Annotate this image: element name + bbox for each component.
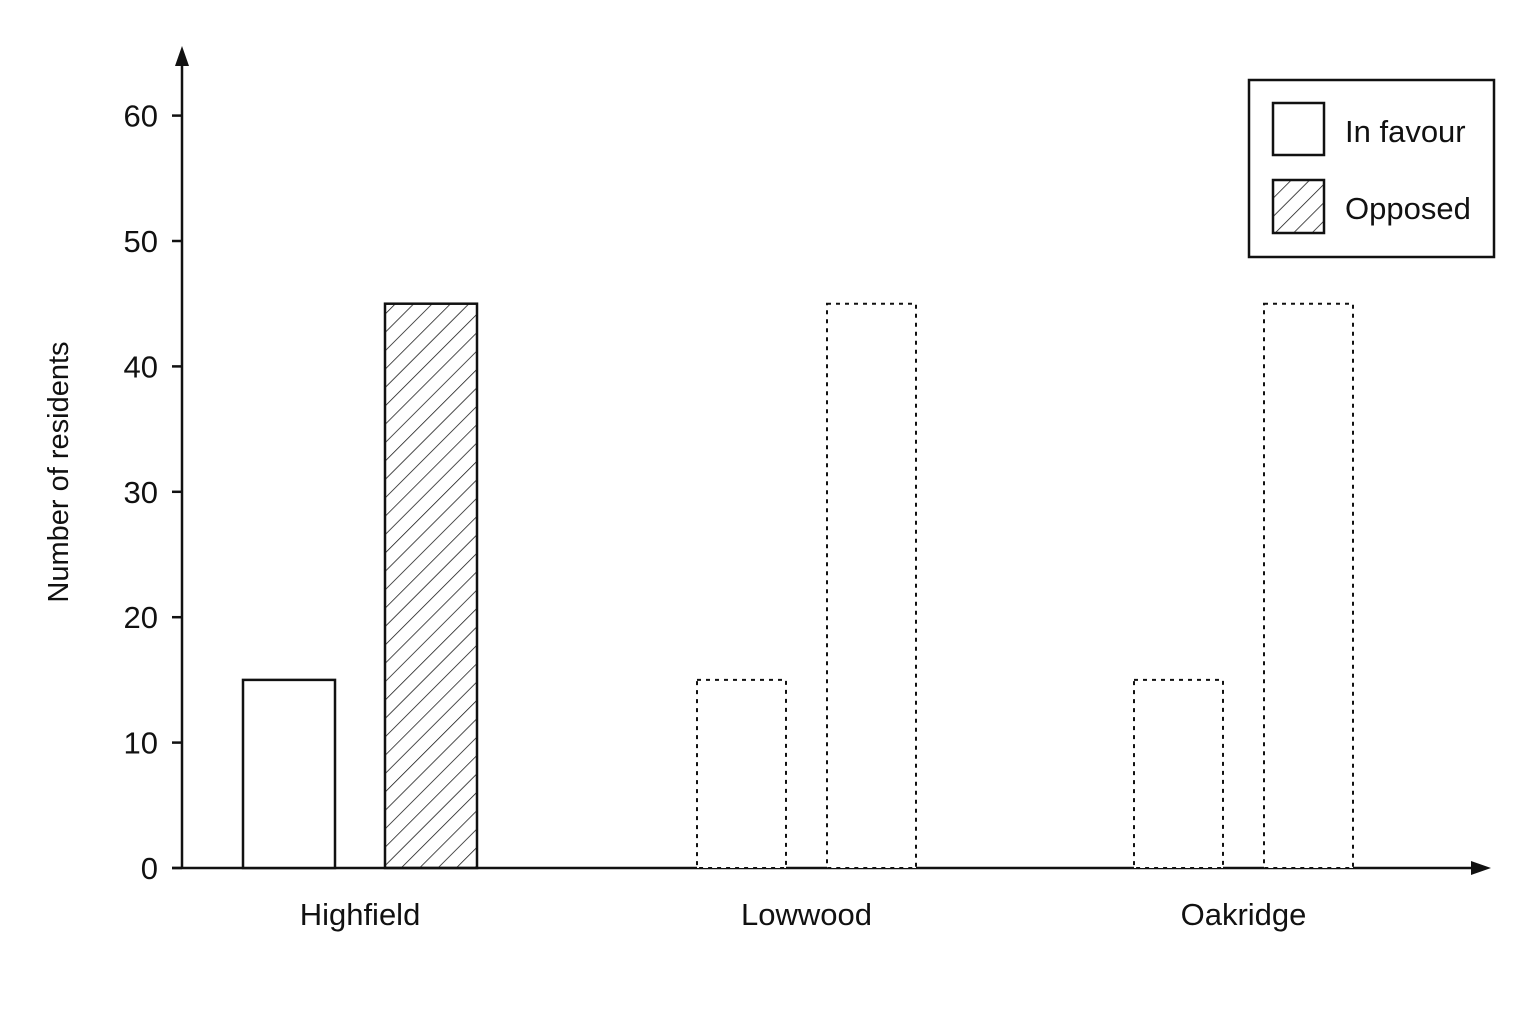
x-category-label: Lowwood bbox=[741, 897, 872, 932]
x-axis-arrowhead bbox=[1471, 861, 1491, 875]
y-tick-label: 10 bbox=[124, 726, 158, 761]
x-category-label: Oakridge bbox=[1181, 897, 1307, 932]
x-category-label: Highfield bbox=[300, 897, 421, 932]
y-tick-label: 40 bbox=[124, 349, 158, 384]
legend-swatch-opposed bbox=[1271, 178, 1326, 235]
category-labels: Highfield Lowwood Oakridge bbox=[300, 897, 1307, 932]
y-axis bbox=[175, 46, 189, 868]
bar-lowwood-in-favour bbox=[696, 678, 787, 870]
legend-swatch-in-favour bbox=[1271, 101, 1326, 157]
y-tick-label: 0 bbox=[141, 851, 158, 886]
y-axis-title: Number of residents bbox=[43, 341, 75, 602]
bar-oakridge-opposed bbox=[1263, 302, 1354, 869]
bar-highfield-opposed bbox=[383, 302, 479, 870]
legend-label-opposed: Opposed bbox=[1345, 191, 1471, 226]
y-tick-label: 60 bbox=[124, 99, 158, 134]
bars bbox=[241, 302, 1354, 870]
bar-highfield-in-favour bbox=[241, 678, 337, 870]
bar-oakridge-in-favour bbox=[1133, 678, 1224, 870]
y-ticks: 0 10 20 30 40 50 60 bbox=[124, 99, 182, 886]
bar-lowwood-opposed bbox=[826, 302, 917, 869]
y-tick-label: 20 bbox=[124, 600, 158, 635]
y-tick-label: 50 bbox=[124, 224, 158, 259]
legend-label-in-favour: In favour bbox=[1345, 114, 1466, 149]
legend: In favour Opposed bbox=[1247, 78, 1496, 259]
y-tick-label: 30 bbox=[124, 475, 158, 510]
y-axis-arrowhead bbox=[175, 46, 189, 66]
